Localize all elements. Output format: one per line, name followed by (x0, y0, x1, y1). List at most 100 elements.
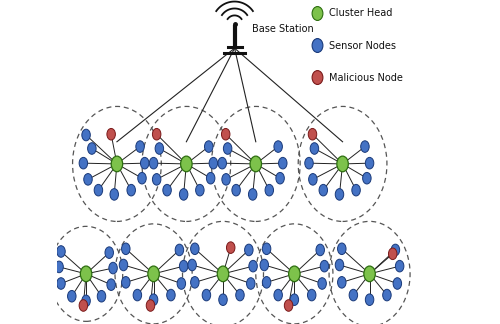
Ellipse shape (119, 259, 128, 271)
Ellipse shape (111, 156, 122, 172)
Ellipse shape (362, 172, 371, 184)
Ellipse shape (202, 289, 210, 301)
Ellipse shape (260, 259, 268, 271)
Ellipse shape (136, 141, 144, 152)
Ellipse shape (284, 300, 293, 311)
Ellipse shape (352, 184, 360, 196)
Ellipse shape (107, 279, 116, 290)
Ellipse shape (308, 174, 317, 185)
Ellipse shape (57, 278, 65, 289)
Ellipse shape (122, 243, 130, 255)
Ellipse shape (82, 295, 90, 307)
Ellipse shape (222, 128, 230, 140)
Ellipse shape (55, 261, 64, 273)
Ellipse shape (393, 278, 402, 289)
Ellipse shape (219, 294, 227, 306)
Ellipse shape (177, 278, 186, 289)
Ellipse shape (218, 157, 226, 169)
Ellipse shape (318, 278, 326, 289)
Ellipse shape (338, 277, 346, 288)
Ellipse shape (133, 289, 141, 301)
Ellipse shape (288, 266, 300, 282)
Ellipse shape (224, 143, 232, 154)
Ellipse shape (262, 243, 271, 255)
Text: Base Station: Base Station (252, 24, 314, 34)
Ellipse shape (138, 172, 146, 184)
Ellipse shape (79, 300, 88, 311)
Ellipse shape (396, 260, 404, 272)
Ellipse shape (180, 260, 188, 272)
Ellipse shape (222, 174, 230, 185)
Ellipse shape (57, 246, 65, 257)
Ellipse shape (249, 260, 258, 272)
Ellipse shape (204, 141, 213, 152)
Ellipse shape (190, 243, 199, 255)
Ellipse shape (226, 242, 235, 253)
Ellipse shape (366, 157, 374, 169)
Ellipse shape (196, 184, 204, 196)
Ellipse shape (391, 244, 400, 256)
Ellipse shape (382, 289, 391, 301)
Ellipse shape (308, 128, 316, 140)
Ellipse shape (349, 289, 358, 301)
Ellipse shape (163, 184, 172, 196)
Ellipse shape (209, 157, 218, 169)
Ellipse shape (68, 290, 76, 302)
Ellipse shape (320, 260, 328, 272)
Ellipse shape (166, 289, 175, 301)
Ellipse shape (316, 244, 324, 256)
Ellipse shape (107, 128, 116, 140)
Ellipse shape (265, 184, 274, 196)
Ellipse shape (312, 39, 323, 52)
Ellipse shape (218, 266, 228, 282)
Ellipse shape (244, 244, 253, 256)
Ellipse shape (127, 184, 136, 196)
Ellipse shape (84, 174, 92, 185)
Ellipse shape (82, 129, 90, 141)
Ellipse shape (79, 157, 88, 169)
Ellipse shape (366, 294, 374, 306)
Ellipse shape (274, 289, 282, 301)
Ellipse shape (140, 157, 149, 169)
Ellipse shape (152, 174, 161, 185)
Ellipse shape (146, 300, 154, 311)
Ellipse shape (105, 247, 114, 259)
Ellipse shape (98, 290, 106, 302)
Ellipse shape (88, 143, 96, 154)
Ellipse shape (305, 157, 314, 169)
Ellipse shape (337, 156, 348, 172)
Ellipse shape (335, 259, 344, 271)
Ellipse shape (388, 248, 397, 260)
Ellipse shape (180, 156, 192, 172)
Ellipse shape (175, 244, 184, 256)
Ellipse shape (94, 184, 102, 196)
Ellipse shape (335, 189, 344, 200)
Text: Sensor Nodes: Sensor Nodes (329, 40, 396, 51)
Ellipse shape (246, 278, 255, 289)
Ellipse shape (310, 143, 318, 154)
Ellipse shape (188, 259, 196, 271)
Ellipse shape (190, 277, 199, 288)
Ellipse shape (232, 184, 240, 196)
Ellipse shape (250, 156, 262, 172)
Ellipse shape (308, 289, 316, 301)
Ellipse shape (312, 71, 323, 85)
Ellipse shape (312, 6, 323, 20)
Ellipse shape (148, 266, 160, 282)
Ellipse shape (248, 189, 257, 200)
Ellipse shape (155, 143, 164, 154)
Ellipse shape (109, 262, 118, 274)
Ellipse shape (278, 157, 287, 169)
Ellipse shape (338, 243, 346, 255)
Ellipse shape (206, 172, 215, 184)
Ellipse shape (276, 172, 284, 184)
Ellipse shape (236, 289, 244, 301)
Ellipse shape (80, 266, 92, 282)
Ellipse shape (360, 141, 369, 152)
Ellipse shape (319, 184, 328, 196)
Ellipse shape (262, 277, 271, 288)
Ellipse shape (364, 266, 376, 282)
Ellipse shape (150, 157, 158, 169)
Ellipse shape (110, 189, 118, 200)
Ellipse shape (290, 294, 298, 306)
